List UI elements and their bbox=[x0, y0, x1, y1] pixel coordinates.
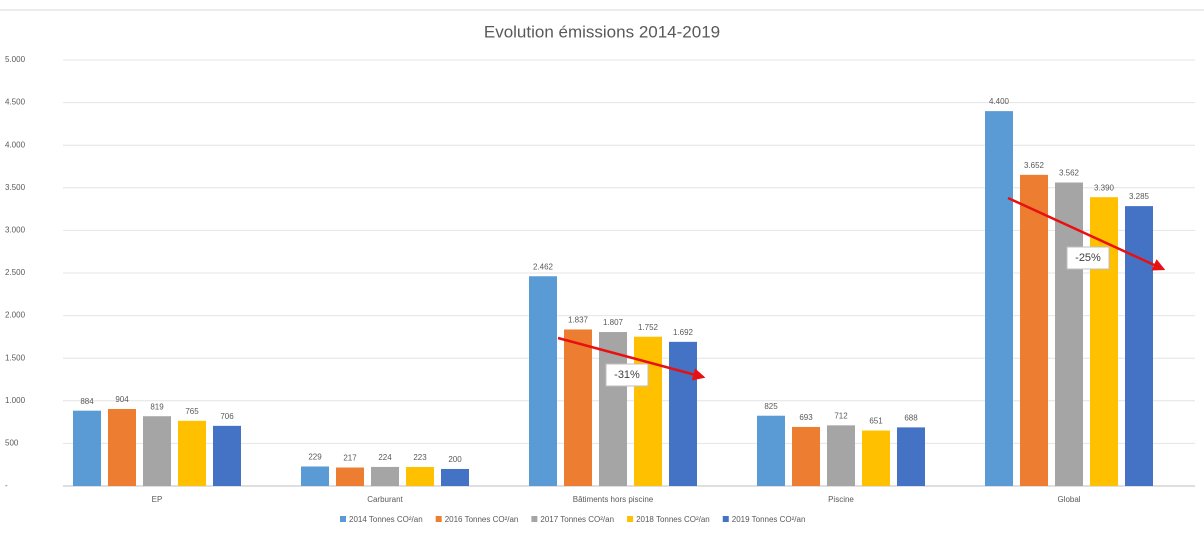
data-label: 819 bbox=[150, 402, 164, 411]
y-tick-label: 4.000 bbox=[5, 140, 26, 149]
data-label: 3.285 bbox=[1129, 192, 1150, 201]
data-label: 217 bbox=[343, 454, 357, 463]
data-label: 693 bbox=[799, 413, 813, 422]
data-label: 223 bbox=[413, 453, 427, 462]
legend-label: 2019 Tonnes CO²/an bbox=[732, 515, 806, 524]
bar bbox=[792, 426, 820, 486]
bar bbox=[897, 427, 925, 486]
bar bbox=[441, 468, 469, 486]
annotation-box bbox=[605, 363, 649, 387]
data-label: 1.692 bbox=[673, 328, 694, 337]
x-tick-label: Bâtiments hors piscine bbox=[573, 495, 654, 504]
data-label: 1.807 bbox=[603, 318, 624, 327]
bar bbox=[213, 425, 241, 486]
data-label: 1.752 bbox=[638, 323, 659, 332]
bar bbox=[406, 467, 434, 486]
bar bbox=[669, 341, 697, 486]
data-label: 1.837 bbox=[568, 316, 589, 325]
annotation-box bbox=[1066, 246, 1110, 270]
y-tick-label: 5.000 bbox=[5, 55, 26, 64]
data-label: 825 bbox=[764, 402, 778, 411]
bar bbox=[336, 467, 364, 486]
bar bbox=[73, 410, 101, 486]
legend-swatch bbox=[531, 516, 538, 522]
y-tick-label: 500 bbox=[5, 439, 19, 448]
bar bbox=[143, 416, 171, 486]
data-label: 765 bbox=[185, 407, 199, 416]
legend-label: 2018 Tonnes CO²/an bbox=[636, 515, 710, 524]
legend-swatch bbox=[627, 516, 634, 522]
bar bbox=[371, 466, 399, 486]
legend-swatch bbox=[340, 516, 346, 522]
data-label: 200 bbox=[448, 455, 462, 464]
data-label: 4.400 bbox=[989, 97, 1010, 106]
bar bbox=[862, 430, 890, 486]
bar bbox=[564, 329, 592, 486]
bar bbox=[529, 276, 557, 486]
bar bbox=[757, 415, 785, 486]
x-tick-label: EP bbox=[152, 495, 163, 504]
data-label: 651 bbox=[869, 417, 883, 426]
legend-swatch bbox=[435, 516, 442, 522]
data-label: 229 bbox=[308, 453, 322, 462]
data-label: 706 bbox=[220, 412, 234, 421]
data-label: 884 bbox=[80, 397, 94, 406]
x-tick-label: Carburant bbox=[367, 495, 403, 504]
y-tick-label: 1.000 bbox=[5, 396, 26, 405]
legend-label: 2017 Tonnes CO²/an bbox=[540, 515, 614, 524]
annotation: -25% bbox=[1075, 252, 1101, 264]
bar bbox=[1020, 174, 1048, 486]
bar bbox=[108, 408, 136, 486]
bar bbox=[599, 332, 627, 486]
y-tick-label: 3.000 bbox=[5, 226, 26, 235]
data-label: 688 bbox=[904, 413, 918, 422]
y-tick-label: - bbox=[5, 481, 8, 490]
data-label: 712 bbox=[834, 411, 848, 420]
y-tick-label: 1.500 bbox=[5, 353, 26, 362]
chart-title: Evolution émissions 2014-2019 bbox=[484, 22, 720, 41]
y-tick-label: 3.500 bbox=[5, 183, 26, 192]
bar bbox=[1055, 182, 1083, 487]
data-label: 3.652 bbox=[1024, 161, 1045, 170]
data-label: 3.390 bbox=[1094, 183, 1115, 192]
bar bbox=[1125, 206, 1153, 487]
bar bbox=[985, 111, 1013, 487]
x-tick-label: Piscine bbox=[828, 495, 854, 504]
y-tick-label: 2.500 bbox=[5, 268, 26, 277]
x-tick-label: Global bbox=[1057, 495, 1080, 504]
bar bbox=[1090, 197, 1118, 486]
data-label: 904 bbox=[115, 395, 129, 404]
data-label: 3.562 bbox=[1059, 169, 1080, 178]
bar bbox=[178, 420, 206, 486]
legend-label: 2014 Tonnes CO²/an bbox=[349, 515, 423, 524]
data-label: 2.462 bbox=[533, 262, 554, 271]
legend-label: 2016 Tonnes CO²/an bbox=[445, 515, 519, 524]
y-tick-label: 4.500 bbox=[5, 98, 26, 107]
legend-swatch bbox=[722, 516, 729, 522]
y-tick-label: 2.000 bbox=[5, 311, 26, 320]
trend-arrow bbox=[1007, 196, 1166, 271]
bar bbox=[827, 425, 855, 486]
data-label: 224 bbox=[378, 453, 392, 462]
annotation: -31% bbox=[614, 369, 640, 381]
bar bbox=[301, 466, 329, 486]
trend-arrow bbox=[557, 336, 706, 381]
